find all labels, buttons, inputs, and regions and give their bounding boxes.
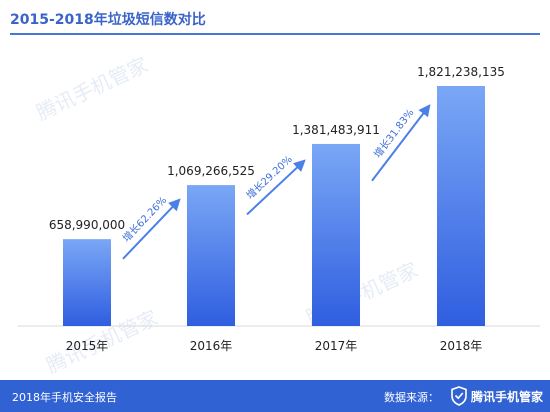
footer-bar: 2018年手机安全报告 数据来源： 腾讯手机管家 — [0, 380, 550, 412]
bar-2017年 — [312, 143, 360, 326]
chart-title: 2015-2018年垃圾短信数对比 — [10, 12, 206, 28]
watermark-text: 腾讯手机管家 — [33, 52, 152, 124]
bar-chart: 腾讯手机管家腾讯手机管家腾讯手机管家658,990,0002015年1,069,… — [18, 52, 540, 378]
value-label: 658,990,000 — [49, 218, 125, 232]
title-divider — [10, 33, 540, 35]
growth-arrow — [371, 104, 431, 182]
bar-2016年 — [187, 185, 235, 326]
bar-2018年 — [437, 86, 485, 326]
bar-2015年 — [63, 239, 111, 326]
category-label: 2017年 — [315, 339, 358, 353]
report-name: 2018年手机安全报告 — [12, 391, 117, 404]
category-label: 2015年 — [66, 339, 109, 353]
source-label: 数据来源： — [384, 391, 439, 404]
value-label: 1,821,238,135 — [417, 65, 505, 79]
category-label: 2016年 — [190, 339, 233, 353]
value-label: 1,069,266,525 — [167, 164, 255, 178]
value-label: 1,381,483,911 — [292, 123, 380, 137]
growth-arrow — [246, 159, 306, 216]
category-label: 2018年 — [440, 339, 483, 353]
brand-name: 腾讯手机管家 — [471, 390, 544, 404]
growth-arrow — [122, 198, 181, 260]
tencent-shield-icon — [451, 386, 467, 406]
